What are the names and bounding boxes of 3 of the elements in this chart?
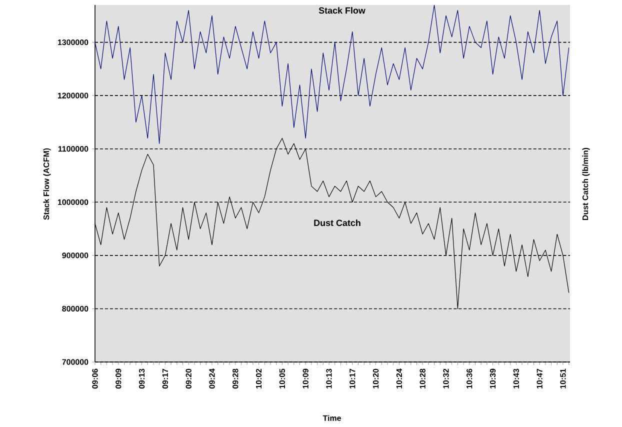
annotation: Stack Flow: [318, 7, 366, 14]
line-series: [95, 5, 570, 144]
annotation: Dust Catch: [314, 219, 360, 226]
